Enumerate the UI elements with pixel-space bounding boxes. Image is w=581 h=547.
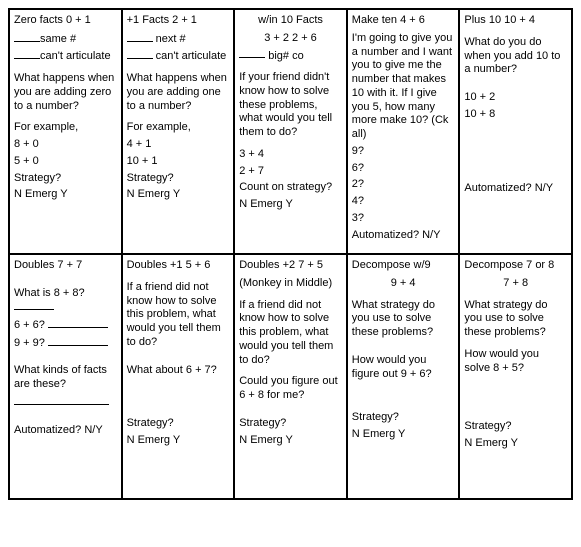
label: same # — [40, 33, 76, 45]
cell-doubles-plus1: Doubles +1 5 + 6 If a friend did not kno… — [122, 254, 235, 499]
question2: How would you figure out 9 + 6? — [352, 354, 455, 382]
question: What is 8 + 8? — [14, 287, 85, 299]
blank — [127, 49, 153, 59]
label: next # — [156, 33, 186, 45]
blank — [14, 32, 40, 42]
example-label: For example, — [14, 121, 117, 135]
rating: N Emerg Y — [352, 428, 455, 442]
rating: N Emerg Y — [239, 434, 342, 448]
rating: N Emerg Y — [464, 437, 567, 451]
example: 10 + 1 — [127, 155, 230, 169]
subheader: 3 + 2 2 + 6 — [239, 32, 342, 46]
subheader: 9 + 4 — [352, 277, 455, 291]
example: 8 + 0 — [14, 138, 117, 152]
cell-within10-facts: w/in 10 Facts 3 + 2 2 + 6 big# co If you… — [234, 9, 347, 254]
example: 4 + 1 — [127, 138, 230, 152]
blank — [14, 395, 109, 405]
rating: N Emerg Y — [239, 198, 342, 212]
question: What kinds of facts are these? — [14, 364, 117, 392]
strategy-label: Strategy? — [14, 172, 117, 186]
blank — [127, 32, 153, 42]
cell-make-ten: Make ten 4 + 6 I'm going to give you a n… — [347, 9, 460, 254]
cell-plus10: Plus 10 10 + 4 What do you do when you a… — [459, 9, 572, 254]
automatized: Automatized? N/Y — [14, 424, 117, 438]
question: What do you do when you add 10 to a numb… — [464, 36, 567, 77]
row: 6? — [352, 162, 455, 176]
rating: N Emerg Y — [14, 188, 117, 202]
blank — [14, 49, 40, 59]
cell-plus1-facts: +1 Facts 2 + 1 next # can't articulate W… — [122, 9, 235, 254]
cell-doubles-plus2: Doubles +2 7 + 5 (Monkey in Middle) If a… — [234, 254, 347, 499]
header: w/in 10 Facts — [239, 14, 342, 28]
rating: N Emerg Y — [127, 434, 230, 448]
header: Decompose 7 or 8 — [464, 259, 567, 273]
count-label: Count on strategy? — [239, 181, 342, 195]
cell-doubles: Doubles 7 + 7 What is 8 + 8? 6 + 6? 9 + … — [9, 254, 122, 499]
question2: Could you figure out 6 + 8 for me? — [239, 375, 342, 403]
example: 10 + 8 — [464, 108, 567, 122]
row: 4? — [352, 195, 455, 209]
strategy-label: Strategy? — [352, 411, 455, 425]
question: What happens when you are adding one to … — [127, 72, 230, 113]
blank — [48, 318, 108, 328]
label: can't articulate — [40, 50, 111, 62]
row: 3? — [352, 212, 455, 226]
header: +1 Facts 2 + 1 — [127, 14, 230, 28]
header: Plus 10 10 + 4 — [464, 14, 567, 28]
question: 6 + 6? — [14, 319, 45, 331]
example-label: For example, — [127, 121, 230, 135]
label: big# co — [268, 49, 303, 61]
header: Doubles +1 5 + 6 — [127, 259, 230, 273]
header: Make ten 4 + 6 — [352, 14, 455, 28]
question: What strategy do you use to solve these … — [352, 299, 455, 340]
question: If a friend did not know how to solve th… — [239, 299, 342, 368]
question2: What about 6 + 7? — [127, 364, 230, 378]
question: What happens when you are adding zero to… — [14, 72, 117, 113]
automatized: Automatized? N/Y — [352, 229, 455, 243]
example: 3 + 4 — [239, 148, 342, 162]
subheader: 7 + 8 — [464, 277, 567, 291]
cell-zero-facts: Zero facts 0 + 1 same # can't articulate… — [9, 9, 122, 254]
cell-decompose-7-8: Decompose 7 or 8 7 + 8 What strategy do … — [459, 254, 572, 499]
row: 2? — [352, 178, 455, 192]
strategy-label: Strategy? — [127, 417, 230, 431]
question: 9 + 9? — [14, 337, 45, 349]
header: Zero facts 0 + 1 — [14, 14, 117, 28]
example: 10 + 2 — [464, 91, 567, 105]
subheader: (Monkey in Middle) — [239, 277, 342, 291]
facts-grid: Zero facts 0 + 1 same # can't articulate… — [8, 8, 573, 500]
rating: N Emerg Y — [127, 188, 230, 202]
header: Doubles +2 7 + 5 — [239, 259, 342, 273]
example: 5 + 0 — [14, 155, 117, 169]
label: can't articulate — [156, 50, 227, 62]
strategy-label: Strategy? — [127, 172, 230, 186]
question2: How would you solve 8 + 5? — [464, 348, 567, 376]
question: If a friend did not know how to solve th… — [127, 281, 230, 350]
blank — [239, 49, 265, 59]
question: If your friend didn't know how to solve … — [239, 71, 342, 140]
question: What strategy do you use to solve these … — [464, 299, 567, 340]
blank — [48, 336, 108, 346]
header: Decompose w/9 — [352, 259, 455, 273]
example: 2 + 7 — [239, 165, 342, 179]
strategy-label: Strategy? — [239, 417, 342, 431]
header: Doubles 7 + 7 — [14, 259, 117, 273]
intro: I'm going to give you a number and I wan… — [352, 32, 455, 142]
blank — [14, 301, 54, 311]
cell-decompose-9: Decompose w/9 9 + 4 What strategy do you… — [347, 254, 460, 499]
row: 9? — [352, 145, 455, 159]
automatized: Automatized? N/Y — [464, 182, 567, 196]
strategy-label: Strategy? — [464, 420, 567, 434]
